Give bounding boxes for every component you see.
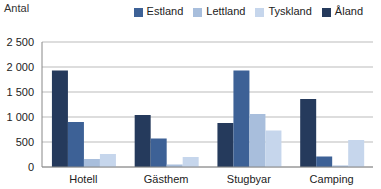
svg-text:1 500: 1 500	[8, 86, 34, 98]
svg-text:2 500: 2 500	[8, 36, 34, 48]
html-text:Tyskland: Tyskland	[268, 5, 312, 17]
html-text:Åland: Åland	[334, 5, 363, 17]
html-text:Estland: Estland	[146, 5, 184, 17]
svg-text:2 000: 2 000	[8, 61, 34, 73]
svg-text:1 000: 1 000	[8, 111, 34, 123]
svg-text:Stugbyar: Stugbyar	[227, 173, 271, 185]
svg-text:Hotell: Hotell	[69, 173, 97, 185]
svg-text:Gästhem: Gästhem	[144, 173, 189, 185]
svg-text:500: 500	[16, 136, 34, 148]
html-text:Antal: Antal	[4, 2, 30, 14]
svg-text:0: 0	[28, 161, 34, 173]
html-text:Lettland: Lettland	[206, 5, 246, 17]
svg-text:Camping: Camping	[310, 173, 354, 185]
